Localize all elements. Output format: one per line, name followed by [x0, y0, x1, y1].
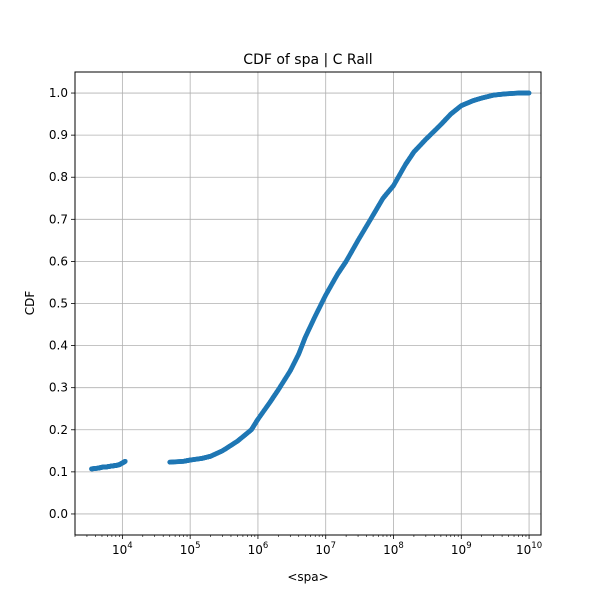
x-tick-label: 104: [112, 541, 133, 557]
y-tick-label: 0.2: [49, 423, 68, 437]
grid-lines: [75, 72, 541, 535]
y-tick-label: 0.3: [49, 381, 68, 395]
data-point: [526, 90, 532, 96]
y-tick-label: 0.0: [49, 507, 68, 521]
data-point: [122, 458, 128, 464]
y-tick-label: 0.4: [49, 339, 68, 353]
y-tick-label: 0.7: [49, 212, 68, 226]
y-tick-label: 0.6: [49, 254, 68, 268]
y-tick-label: 1.0: [49, 86, 68, 100]
x-tick-label: 106: [248, 541, 269, 557]
y-axis-label: CDF: [23, 291, 37, 316]
axis-ticks: 104 105 106 107 108 109 1010 0.0 0.1 0.2 0.3 0.4 0.5…: [49, 86, 542, 557]
data-points: [89, 90, 532, 472]
x-tick-label: 109: [451, 541, 472, 557]
y-tick-label: 0.1: [49, 465, 68, 479]
y-tick-label: 0.9: [49, 128, 68, 142]
y-tick-label: 0.5: [49, 297, 68, 311]
chart-title: CDF of spa | C Rall: [243, 52, 372, 68]
y-tick-label: 0.8: [49, 170, 68, 184]
x-tick-label: 107: [315, 541, 336, 557]
x-tick-label: 108: [383, 541, 404, 557]
x-axis-label: <spa>: [287, 570, 328, 584]
x-tick-label: 105: [180, 541, 201, 557]
x-tick-label: 1010: [516, 541, 542, 557]
